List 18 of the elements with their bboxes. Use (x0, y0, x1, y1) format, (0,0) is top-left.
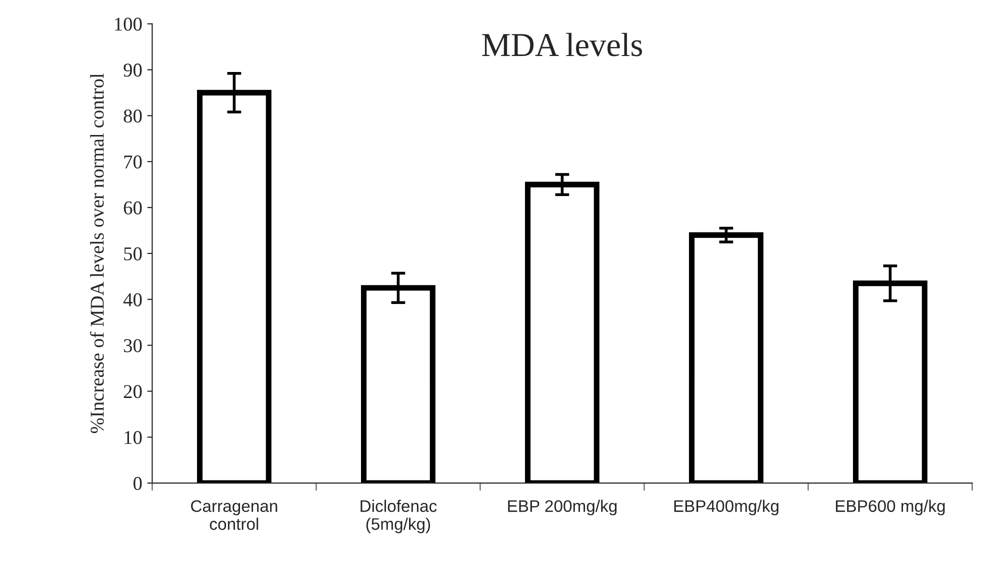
y-tick-label: 0 (134, 476, 142, 490)
y-tick-label: 80 (124, 109, 142, 123)
y-tick-label: 50 (124, 247, 142, 260)
chart-title: MDA levels (482, 32, 642, 56)
y-tick-label: 90 (124, 64, 142, 77)
y-tick-label: 70 (124, 155, 142, 169)
y-tick-label: 40 (123, 293, 142, 306)
x-tick-label: EBP600 mg/kg (836, 500, 945, 516)
x-tick-label: EBP400mg/kg (674, 500, 778, 516)
y-tick-label: 60 (124, 201, 142, 214)
y-tick-label: 20 (124, 385, 142, 398)
y-axis-title: %Increase of MDA levels over normal control (90, 74, 104, 434)
x-tick-label: Diclofenac (5mg/kg) (360, 500, 437, 534)
y-tick-label: 30 (124, 339, 142, 352)
y-tick-label: 100 (115, 18, 142, 31)
y-tick-label: 10 (124, 430, 142, 444)
x-tick-label: EBP 200mg/kg (508, 500, 617, 516)
x-tick-label: Carragenan control (191, 500, 278, 530)
